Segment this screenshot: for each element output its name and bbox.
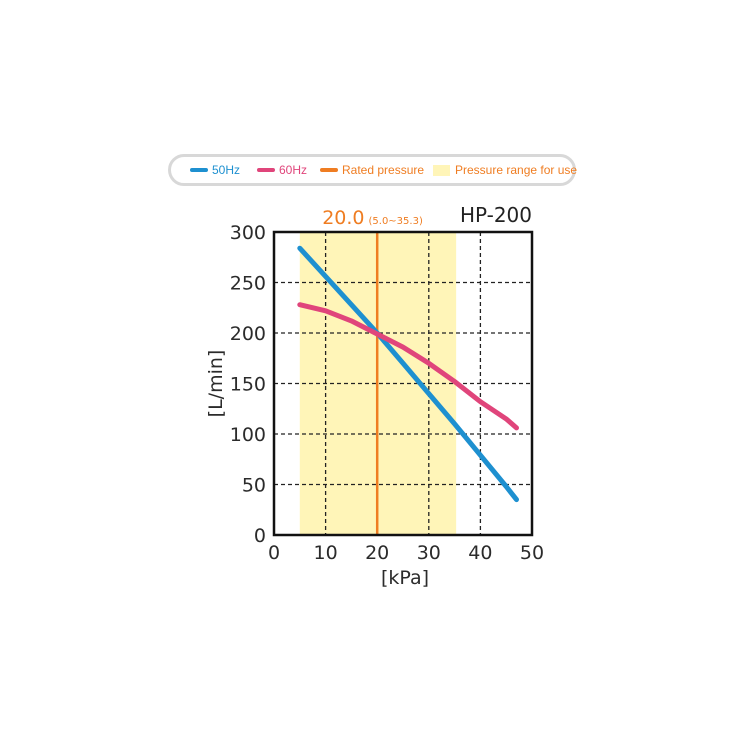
series-line-50hz (297, 245, 519, 503)
legend-swatch-60hz (257, 168, 275, 172)
y-tick-label: 200 (230, 323, 266, 345)
series-line-60hz (297, 302, 519, 431)
legend-item-50hz: 50Hz (190, 157, 240, 183)
y-tick-label: 150 (230, 374, 266, 396)
legend-label-50hz: 50Hz (212, 163, 241, 177)
x-axis-label: [kPa] (381, 567, 429, 589)
legend-item-pressure-range: Pressure range for use (433, 157, 577, 183)
legend-swatch-pressure-range (433, 164, 450, 176)
legend-label-pressure-range: Pressure range for use (455, 163, 578, 177)
x-tick-label: 50 (520, 542, 544, 564)
x-tick-label: 30 (417, 542, 441, 564)
legend-label-60hz: 60Hz (279, 163, 308, 177)
chart-title: HP-200 (460, 203, 532, 227)
legend-item-rated-pressure: Rated pressure (320, 157, 424, 183)
legend-label-rated-pressure: Rated pressure (342, 163, 425, 177)
y-tick-label: 300 (230, 222, 266, 244)
rated-pressure-value: 20.0 (322, 207, 364, 229)
y-axis-label: [L/min] (205, 350, 227, 418)
x-tick-label: 40 (468, 542, 492, 564)
rated-pressure-annotation: 20.0 (5.0~35.3) (322, 207, 423, 229)
x-tick-label: 0 (268, 542, 280, 564)
chart-legend: 50Hz 60Hz Rated pressure Pressure range … (168, 154, 577, 186)
y-tick-label: 0 (254, 525, 266, 547)
y-tick-label: 100 (230, 424, 266, 446)
y-tick-label: 50 (242, 475, 266, 497)
plot-frame (272, 230, 534, 537)
rated-pressure-range: (5.0~35.3) (369, 216, 423, 227)
legend-swatch-rated-pressure (320, 168, 338, 172)
legend-swatch-50hz (190, 168, 208, 172)
x-tick-label: 10 (314, 542, 338, 564)
y-tick-label: 250 (230, 273, 266, 295)
x-tick-label: 20 (365, 542, 389, 564)
legend-item-60hz: 60Hz (257, 157, 307, 183)
